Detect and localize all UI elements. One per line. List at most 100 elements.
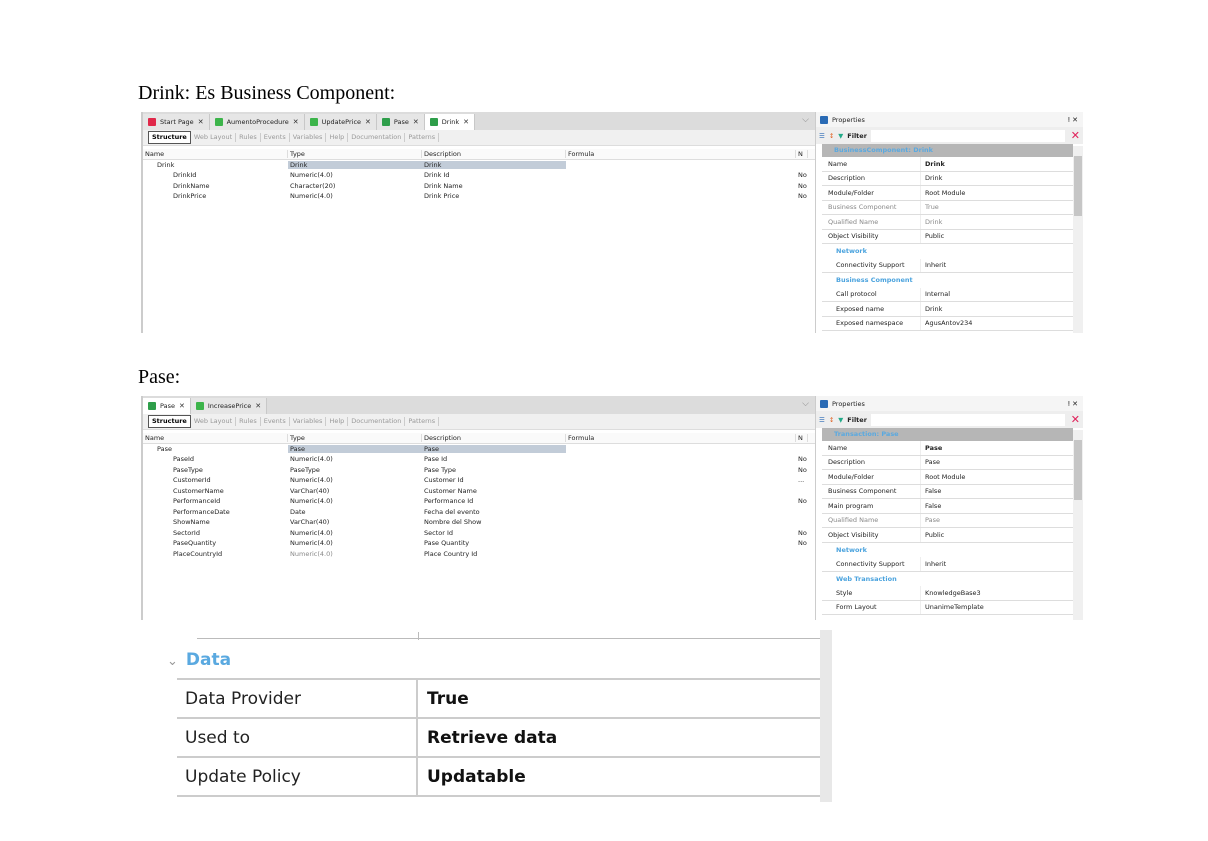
property-row[interactable]: Qualified Name Pase [822, 513, 1073, 528]
tab-pase[interactable]: Pase ✕ [376, 114, 425, 130]
column-header[interactable]: Type [288, 149, 422, 158]
table-row[interactable]: DrinkPrice Numeric(4.0) Drink Price No [143, 191, 815, 202]
filter-input[interactable] [870, 413, 1065, 426]
pin-close-icons[interactable]: ⵑ ✕ [1067, 399, 1078, 408]
property-value[interactable]: False [920, 499, 941, 513]
property-value[interactable]: Inherit [920, 557, 946, 571]
tab-updateprice[interactable]: UpdatePrice ✕ [304, 114, 377, 130]
property-value[interactable]: Public [920, 229, 944, 243]
tab-increaseprice[interactable]: IncreasePrice ✕ [190, 398, 268, 414]
scrollbar[interactable] [1073, 146, 1083, 333]
property-row[interactable]: Exposed namespace AgusAntov234 [822, 316, 1073, 331]
property-value[interactable]: Root Module [920, 470, 965, 484]
property-row[interactable]: Style KnowledgeBase3 [822, 586, 1073, 601]
column-header[interactable]: Type [288, 433, 422, 442]
close-icon[interactable]: ✕ [365, 118, 371, 126]
tab-variables[interactable]: Variables [290, 133, 327, 142]
data-section-header[interactable]: ⌄ Data [167, 650, 232, 670]
tab-patterns[interactable]: Patterns [405, 417, 440, 426]
column-header[interactable]: Description [422, 149, 566, 158]
column-header[interactable]: Name [143, 433, 288, 442]
property-row[interactable]: Connectivity Support Inherit [822, 557, 1073, 572]
property-row[interactable]: Call protocol Internal [822, 287, 1073, 302]
property-row[interactable]: Form Layout UnanimeTemplate [822, 600, 1073, 615]
section-network[interactable]: Network [836, 247, 867, 255]
close-icon[interactable]: ✕ [463, 118, 470, 126]
property-value[interactable]: Drink [920, 302, 942, 316]
property-row[interactable]: Name Drink [822, 157, 1073, 172]
close-icon[interactable]: ✕ [292, 118, 299, 126]
property-value[interactable]: AgusAntov234 [920, 316, 972, 330]
tab-pase[interactable]: Pase ✕ [143, 398, 191, 414]
clear-filter-icon[interactable]: ✕ [1070, 413, 1080, 426]
property-row[interactable]: Exposed name Drink [822, 302, 1073, 317]
chevron-down-icon[interactable]: ⌵ [802, 399, 809, 409]
property-row[interactable]: Connectivity Support Inherit [822, 258, 1073, 273]
property-value[interactable]: Updatable [427, 766, 526, 787]
tab-documentation[interactable]: Documentation [348, 417, 406, 426]
table-row[interactable]: CustomerId Numeric(4.0) Customer Id... [143, 475, 815, 486]
scrollbar[interactable] [1073, 430, 1083, 620]
column-header[interactable]: N [796, 149, 808, 158]
property-value[interactable]: Pase [920, 455, 940, 469]
property-value[interactable]: True [920, 200, 939, 214]
tab-help[interactable]: Help [326, 133, 349, 142]
column-header[interactable]: N [796, 433, 808, 442]
property-value[interactable]: Root Module [920, 186, 965, 200]
property-row[interactable]: Data Provider True [177, 678, 820, 717]
property-row[interactable]: Qualified Name Drink [822, 215, 1073, 230]
property-row[interactable]: Main program False [822, 499, 1073, 514]
table-row[interactable]: CustomerName VarChar(40) Customer Name [143, 486, 815, 497]
tab-patterns[interactable]: Patterns [405, 133, 440, 142]
tab-help[interactable]: Help [326, 417, 349, 426]
property-value[interactable]: Inherit [920, 258, 946, 272]
section-business-component[interactable]: Business Component [836, 276, 913, 284]
column-header[interactable]: Name [143, 149, 288, 158]
scrollbar-thumb[interactable] [1074, 156, 1082, 216]
filter-icon[interactable]: ▼ [838, 131, 844, 140]
tab-rules[interactable]: Rules [236, 133, 261, 142]
tab-structure[interactable]: Structure [148, 131, 191, 144]
table-row[interactable]: Pase Pase Pase [143, 444, 815, 455]
property-row[interactable]: Object Visibility Public [822, 229, 1073, 244]
category-header[interactable]: BusinessComponent: Drink [822, 144, 1073, 157]
tab-web-layout[interactable]: Web Layout [191, 417, 237, 426]
table-row[interactable]: PerformanceDate Date Fecha del evento [143, 507, 815, 518]
clear-filter-icon[interactable]: ✕ [1070, 129, 1080, 142]
categorized-icon[interactable]: ☰ [819, 131, 825, 140]
close-icon[interactable]: ✕ [255, 402, 262, 410]
table-row[interactable]: PaseType PaseType Pase Type No [143, 465, 815, 476]
categorized-icon[interactable]: ☰ [819, 415, 825, 424]
property-row[interactable]: Used to Retrieve data [177, 717, 820, 756]
property-row[interactable]: Business Component False [822, 484, 1073, 499]
close-icon[interactable]: ✕ [197, 118, 204, 126]
tab-aumentoprocedure[interactable]: AumentoProcedure ✕ [209, 114, 305, 130]
property-value[interactable]: Drink [920, 157, 945, 171]
column-header[interactable]: Formula [566, 149, 796, 158]
property-row[interactable]: Description Pase [822, 455, 1073, 470]
table-row[interactable]: ShowName VarChar(40) Nombre del Show [143, 517, 815, 528]
tab-web-layout[interactable]: Web Layout [191, 133, 237, 142]
table-row[interactable]: PlaceCountryId Numeric(4.0) Place Country … [143, 549, 815, 560]
category-header[interactable]: Transaction: Pase [822, 428, 1073, 441]
property-row[interactable]: Business Component True [822, 200, 1073, 215]
property-row[interactable]: Module/Folder Root Module [822, 186, 1073, 201]
table-row[interactable]: DrinkId Numeric(4.0) Drink Id No [143, 170, 815, 181]
tab-drink[interactable]: Drink ✕ [424, 114, 476, 130]
column-header[interactable]: Formula [566, 433, 796, 442]
property-value[interactable]: Pase [920, 513, 940, 527]
table-row[interactable]: PerformanceId Numeric(4.0) Performance Id N… [143, 496, 815, 507]
property-value[interactable]: True [427, 688, 469, 709]
property-value[interactable]: Pase [920, 441, 942, 455]
property-row[interactable]: Object Visibility Public [822, 528, 1073, 543]
tab-documentation[interactable]: Documentation [348, 133, 406, 142]
property-value[interactable]: Drink [920, 171, 942, 185]
tab-rules[interactable]: Rules [236, 417, 261, 426]
property-value[interactable]: Public [920, 528, 944, 542]
property-value[interactable]: Drink [920, 215, 942, 229]
column-header[interactable]: Description [422, 433, 566, 442]
tab-events[interactable]: Events [261, 133, 290, 142]
close-icon[interactable]: ✕ [412, 118, 419, 126]
section-web-transaction[interactable]: Web Transaction [836, 574, 897, 583]
filter-input[interactable] [870, 129, 1065, 142]
